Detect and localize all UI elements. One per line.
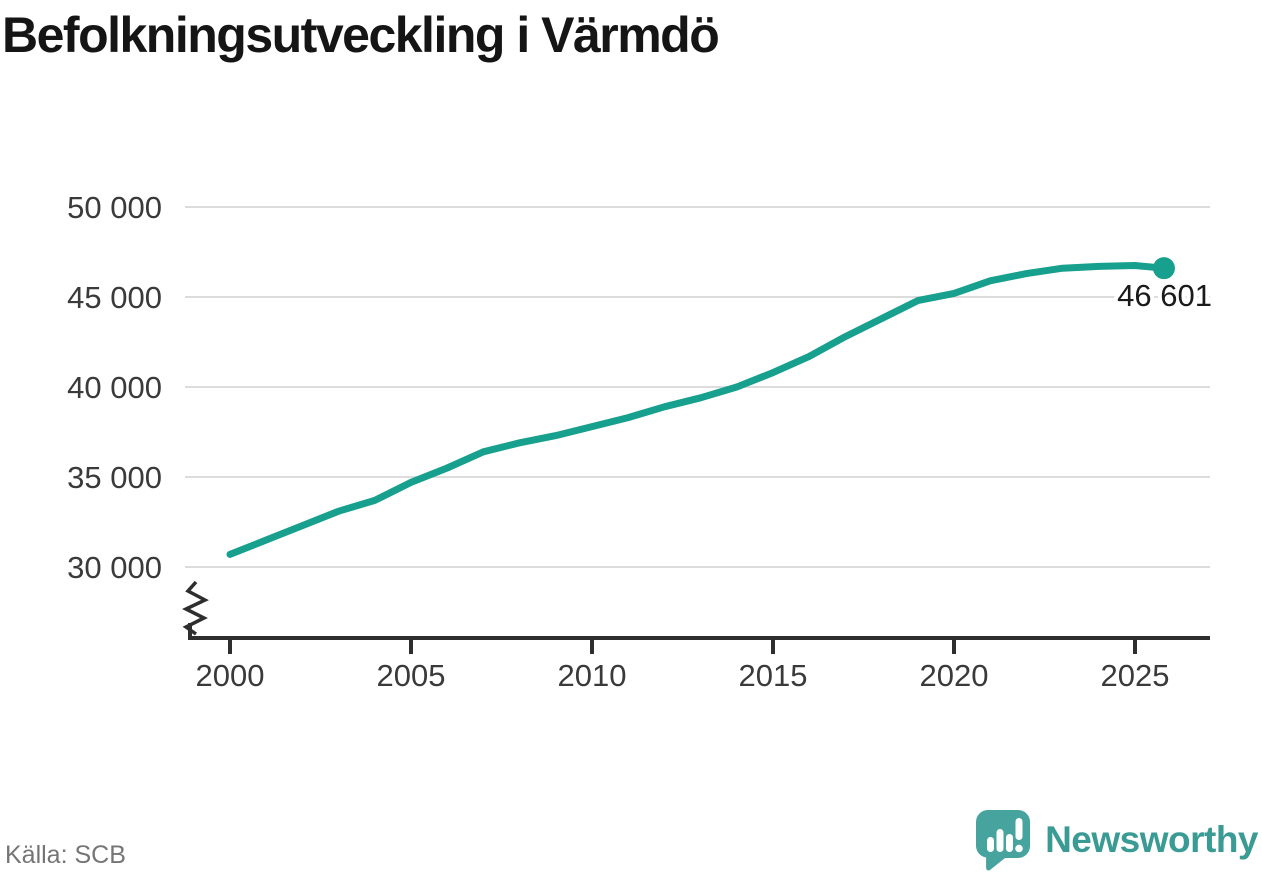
last-value-label: 46 601 xyxy=(1117,278,1212,313)
data-series: 46 601 xyxy=(226,257,1216,558)
y-axis-labels: 30 000 35 000 40 000 45 000 50 000 xyxy=(67,190,162,585)
chart-title: Befolkningsutveckling i Värmdö xyxy=(2,7,720,63)
x-axis-labels: 2000 2005 2010 2015 2020 2025 xyxy=(196,658,1170,693)
newsworthy-logo-icon xyxy=(976,810,1031,871)
exclamation-dot xyxy=(1015,844,1023,853)
x-tick-label: 2010 xyxy=(558,658,627,693)
last-point-marker xyxy=(1152,257,1175,280)
population-line xyxy=(226,262,1168,558)
y-tick-label: 45 000 xyxy=(67,280,162,315)
y-axis-break-icon xyxy=(182,580,209,636)
exclamation-bar xyxy=(1015,818,1023,840)
bar-short xyxy=(987,837,995,852)
y-tick-label: 30 000 xyxy=(67,550,162,585)
bar-chart-glyph xyxy=(987,818,1023,853)
x-tick-label: 2020 xyxy=(920,658,989,693)
y-tick-label: 50 000 xyxy=(67,190,162,225)
x-axis-line xyxy=(188,623,1210,640)
x-tick-label: 2000 xyxy=(196,658,265,693)
x-tick-label: 2025 xyxy=(1101,658,1170,693)
source-label: Källa: SCB xyxy=(5,841,126,869)
bar-tall xyxy=(996,829,1004,852)
y-tick-label: 40 000 xyxy=(67,370,162,405)
bar-medium xyxy=(1006,834,1014,852)
gridlines xyxy=(185,206,1210,568)
x-axis xyxy=(188,623,1210,654)
brand-name: Newsworthy xyxy=(1045,819,1258,860)
y-tick-label: 35 000 xyxy=(67,460,162,495)
x-tick-label: 2005 xyxy=(377,658,446,693)
x-tick-label: 2015 xyxy=(739,658,808,693)
axis-break-zigzag xyxy=(182,580,209,636)
brand-footer: Newsworthy xyxy=(975,809,1258,871)
